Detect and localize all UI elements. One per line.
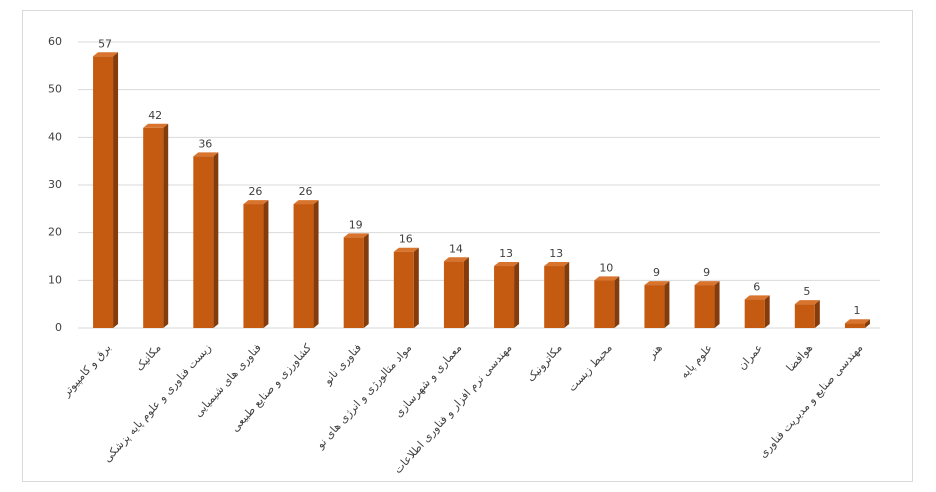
bar-side xyxy=(614,276,620,328)
value-label: 42 xyxy=(148,109,162,122)
bar xyxy=(93,56,114,329)
bar xyxy=(343,237,364,328)
bar xyxy=(544,266,565,328)
bar-side xyxy=(313,200,319,328)
y-tick-label: 10 xyxy=(48,273,62,286)
bar-top xyxy=(393,247,419,252)
bar xyxy=(744,299,765,328)
bar-top xyxy=(343,233,369,238)
value-label: 9 xyxy=(703,266,710,279)
bar-top xyxy=(544,262,570,267)
value-label: 16 xyxy=(399,233,413,246)
bar-side xyxy=(564,262,570,328)
bar xyxy=(243,204,264,328)
bar-side xyxy=(814,300,820,328)
bar-top xyxy=(193,152,219,157)
value-label: 13 xyxy=(549,247,563,260)
value-label: 26 xyxy=(299,185,313,198)
bar xyxy=(694,285,715,328)
bar-side xyxy=(514,262,520,328)
bar-side xyxy=(714,281,720,328)
value-label: 10 xyxy=(599,261,613,274)
value-label: 57 xyxy=(98,37,112,50)
bar-top xyxy=(694,281,720,286)
bar xyxy=(193,156,214,328)
y-tick-label: 60 xyxy=(48,35,62,48)
bar xyxy=(393,251,414,328)
bar-side xyxy=(864,319,870,328)
bar-top xyxy=(293,200,319,205)
bar-side xyxy=(764,295,770,328)
bar-side xyxy=(363,233,369,328)
y-tick-label: 0 xyxy=(55,321,62,334)
y-tick-label: 40 xyxy=(48,130,62,143)
bar-top xyxy=(93,52,119,57)
value-label: 13 xyxy=(499,247,513,260)
value-label: 26 xyxy=(248,185,262,198)
bar-side xyxy=(463,257,469,328)
y-tick-label: 50 xyxy=(48,83,62,96)
bar-side xyxy=(163,123,169,328)
bar-top xyxy=(443,257,469,262)
value-label: 36 xyxy=(198,137,212,150)
bar-side xyxy=(413,247,419,328)
bar-top xyxy=(644,281,670,286)
bar-side xyxy=(664,281,670,328)
bar xyxy=(143,127,164,328)
value-label: 19 xyxy=(349,218,363,231)
y-tick-label: 30 xyxy=(48,178,62,191)
bar xyxy=(844,323,865,328)
value-label: 6 xyxy=(753,280,760,293)
value-label: 9 xyxy=(653,266,660,279)
bar xyxy=(443,261,464,328)
bar xyxy=(794,304,815,328)
bar-side xyxy=(113,52,119,329)
bar-top xyxy=(494,262,520,267)
bar-top xyxy=(794,300,820,305)
bar-side xyxy=(213,152,219,328)
bar xyxy=(644,285,665,328)
bar-top xyxy=(243,200,269,205)
y-tick-label: 20 xyxy=(48,226,62,239)
chart-frame xyxy=(22,10,913,482)
bar-top xyxy=(844,319,870,324)
bar-top xyxy=(594,276,620,281)
value-label: 14 xyxy=(449,242,463,255)
bar xyxy=(293,204,314,328)
bar-side xyxy=(263,200,269,328)
value-label: 1 xyxy=(853,304,860,317)
bar xyxy=(494,266,515,328)
value-label: 5 xyxy=(803,285,810,298)
bar-top xyxy=(143,123,169,128)
bar xyxy=(594,280,615,328)
bar-top xyxy=(744,295,770,300)
